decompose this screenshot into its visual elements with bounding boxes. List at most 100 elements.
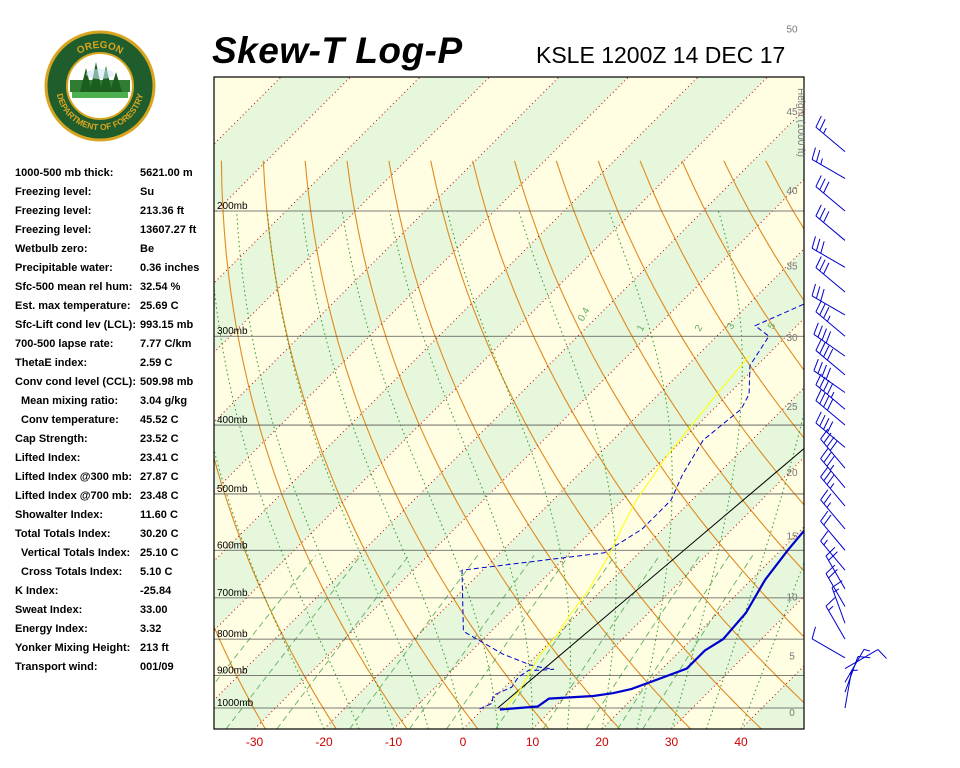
moist-adiabat [446, 210, 571, 729]
oregon-forestry-logo: OREGON DEPARTMENT OF FORESTRY [44, 30, 156, 142]
isotherm [214, 77, 490, 354]
dry-adiabat [41, 161, 124, 729]
stat-value: 3.32 [140, 623, 162, 635]
pressure-label: 500mb [217, 484, 248, 495]
stat-value: 25.10 C [140, 547, 179, 559]
wind-barb-flag [819, 178, 826, 191]
isotherm [214, 77, 629, 493]
stat-label: Vertical Totals Index: [21, 547, 131, 559]
wind-barb-flag [823, 514, 832, 526]
wind-barb-shaft [825, 573, 846, 607]
wind-barb-shaft [820, 476, 846, 507]
wind-barb-flag [815, 175, 822, 187]
pressure-label: 400mb [217, 415, 248, 426]
wind-barb [815, 256, 846, 293]
wind-barb [813, 322, 846, 357]
dry-adiabat [849, 161, 960, 729]
stat-label: Est. max temperature: [15, 300, 131, 312]
wind-barb [820, 489, 846, 530]
moist-adiabat [214, 281, 360, 729]
stat-label: Yonker Mixing Height: [15, 642, 131, 654]
wind-barb-flag [823, 181, 830, 194]
wind-barb-flag [819, 119, 826, 131]
stat-label: 1000-500 mb thick: [15, 167, 114, 179]
isotherm [214, 77, 768, 632]
stat-value: 25.69 C [140, 300, 179, 312]
dry-adiabat [933, 161, 960, 729]
series-parcel [504, 355, 750, 709]
wind-barb-flag [821, 328, 827, 341]
x-tick-label: -10 [385, 735, 403, 749]
temperature-band [811, 77, 960, 729]
moist-adiabat [214, 448, 325, 729]
dry-adiabat [214, 625, 266, 729]
wind-barb-flag [826, 398, 834, 411]
wind-barb-flag [823, 306, 830, 319]
wind-barb-flag [823, 452, 832, 463]
height-tick-label: 10 [786, 592, 798, 603]
wind-barb [815, 204, 846, 241]
mixing-ratio-line [225, 555, 362, 729]
wind-barb-flag [829, 440, 838, 451]
stat-value: 27.87 C [140, 471, 179, 483]
mixing-ratio-line [446, 555, 570, 729]
wind-barb-shaft [831, 587, 846, 624]
wind-barb-flag [825, 564, 836, 575]
isotherm [214, 77, 421, 284]
isotherm [811, 77, 960, 729]
wind-barb-shaft [815, 126, 846, 152]
wind-barb-flag [826, 348, 834, 361]
stat-value: Su [140, 186, 155, 198]
wind-barb-shaft [815, 186, 846, 212]
wind-barb-flag [823, 379, 830, 392]
moist-adiabat [389, 210, 534, 729]
tree-icon [70, 62, 130, 98]
wind-barb-half [826, 502, 832, 508]
mixing-ratio-line [585, 555, 701, 729]
stat-value: 23.52 C [140, 433, 179, 445]
wind-barb-flag [825, 331, 832, 344]
stat-label: Wetbulb zero: [15, 243, 88, 255]
wind-barb [825, 547, 846, 590]
wind-barb [815, 411, 846, 448]
wind-barb-flag [819, 392, 826, 405]
wind-barb [815, 300, 846, 337]
wind-barb [820, 466, 846, 507]
height-tick-label: 15 [786, 531, 798, 542]
wind-barb-flag [823, 262, 830, 275]
temperature-band [532, 457, 804, 729]
isotherm [214, 109, 804, 701]
wind-barb-shaft [815, 267, 846, 293]
logo-top-text: OREGON [75, 40, 125, 57]
wind-barb-shaft [811, 159, 846, 179]
wind-barb-flag [819, 376, 826, 389]
stat-value: 5.10 C [140, 566, 173, 578]
wind-barb-shaft [820, 458, 846, 489]
mixing-ratio-line [495, 555, 616, 729]
series-temperature [499, 529, 804, 711]
wind-barb-flag [820, 530, 829, 542]
wind-barb-flag [820, 466, 829, 478]
wind-barb [811, 283, 846, 316]
wind-barb-flag [820, 510, 829, 522]
wind-barb [820, 510, 846, 551]
wind-barb-flag [877, 649, 887, 659]
wind-barb-flag [825, 367, 832, 380]
stat-value: 993.15 mb [140, 319, 194, 331]
wind-barb-flag [815, 115, 822, 128]
stat-value: 23.48 C [140, 490, 179, 502]
wind-barb-shaft [825, 605, 846, 640]
wind-barb-shaft [811, 247, 846, 268]
dry-adiabat [472, 160, 804, 704]
x-tick-label: 10 [526, 735, 540, 749]
wind-barb-shaft [815, 215, 846, 241]
x-tick-label: -30 [246, 735, 264, 749]
wind-barb-shaft [815, 311, 846, 337]
wind-barb [844, 649, 887, 669]
stat-value: 11.60 C [140, 509, 178, 521]
stat-label: Freezing level: [15, 186, 92, 198]
moist-adiabat [740, 561, 804, 729]
wind-barb-flag [823, 345, 830, 358]
stat-label: Conv cond level (CCL): [15, 376, 137, 388]
stat-label: ThetaE index: [15, 357, 88, 369]
